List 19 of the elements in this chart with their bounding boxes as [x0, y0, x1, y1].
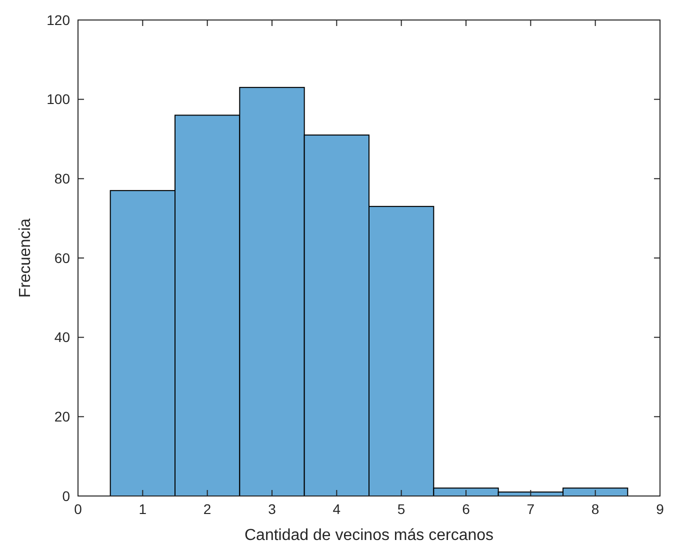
- x-tick-label: 6: [462, 501, 470, 517]
- x-tick-label: 1: [138, 501, 147, 517]
- x-tick-label: 9: [656, 501, 664, 517]
- y-tick-label: 80: [54, 170, 70, 187]
- y-tick-label: 120: [46, 12, 70, 28]
- y-tick-label: 100: [46, 91, 70, 108]
- x-axis-title: Cantidad de vecinos más cercanos: [244, 527, 494, 544]
- y-tick-label: 0: [62, 488, 70, 504]
- y-tick-label: 40: [54, 329, 70, 346]
- y-axis-title: Frecuencia: [17, 218, 34, 298]
- y-tick-label: 20: [54, 408, 70, 425]
- x-tick-label: 4: [332, 501, 341, 517]
- x-tick-label: 3: [268, 501, 276, 517]
- x-tick-label: 7: [526, 501, 535, 517]
- y-tick-label: 60: [54, 250, 70, 266]
- x-tick-label: 2: [203, 501, 212, 517]
- x-tick-label: 8: [591, 501, 600, 517]
- x-tick-label: 0: [74, 501, 82, 517]
- x-tick-label: 5: [397, 501, 406, 517]
